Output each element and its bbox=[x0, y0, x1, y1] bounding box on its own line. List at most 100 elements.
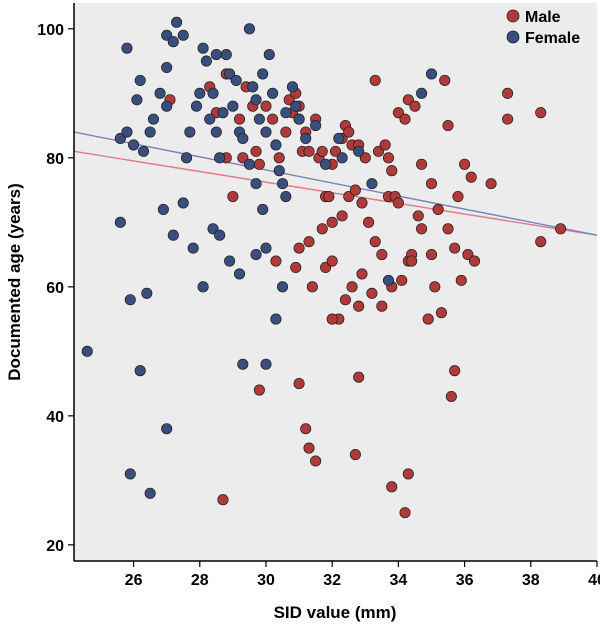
data-point-female bbox=[177, 197, 189, 209]
data-point-female bbox=[187, 242, 199, 254]
data-point-female bbox=[121, 126, 133, 138]
data-point-female bbox=[224, 68, 236, 80]
data-point-female bbox=[237, 358, 249, 370]
data-point-male bbox=[356, 197, 368, 209]
data-point-female bbox=[263, 49, 275, 61]
data-point-male bbox=[273, 152, 285, 164]
data-point-female bbox=[382, 274, 395, 286]
data-point-female bbox=[137, 145, 150, 157]
data-point-male bbox=[366, 287, 378, 299]
data-point-male bbox=[270, 255, 282, 267]
data-point-female bbox=[280, 107, 292, 119]
data-point-male bbox=[465, 171, 477, 183]
data-point-male bbox=[323, 190, 335, 203]
data-point-male bbox=[250, 145, 262, 157]
data-point-female bbox=[81, 345, 93, 357]
data-point-female bbox=[121, 42, 133, 54]
data-point-male bbox=[416, 158, 428, 170]
data-point-male bbox=[293, 378, 305, 390]
data-point-female bbox=[224, 255, 236, 267]
data-point-female bbox=[161, 29, 173, 41]
data-point-female bbox=[300, 132, 312, 145]
series-female bbox=[81, 16, 438, 499]
data-point-female bbox=[366, 178, 378, 190]
data-point-female bbox=[353, 145, 365, 157]
data-point-female bbox=[336, 152, 348, 164]
data-point-male bbox=[409, 100, 421, 112]
data-point-male bbox=[425, 249, 438, 261]
plot-area bbox=[74, 3, 597, 561]
data-point-female bbox=[161, 423, 173, 435]
data-point-female bbox=[270, 313, 282, 325]
data-point-female bbox=[257, 68, 269, 80]
legend-marker-male bbox=[506, 9, 520, 23]
data-point-female bbox=[310, 120, 322, 132]
data-point-male bbox=[326, 216, 338, 228]
data-point-female bbox=[320, 158, 332, 170]
data-point-female bbox=[194, 87, 206, 99]
data-point-male bbox=[399, 507, 411, 519]
data-point-female bbox=[250, 94, 262, 106]
data-point-male bbox=[326, 313, 338, 325]
data-point-male bbox=[353, 371, 365, 383]
data-point-male bbox=[422, 313, 434, 325]
data-point-male bbox=[227, 190, 239, 203]
data-point-male bbox=[359, 152, 371, 164]
data-point-male bbox=[468, 255, 481, 267]
data-point-female bbox=[260, 242, 272, 254]
y-tick-label: 40 bbox=[46, 409, 64, 426]
data-point-female bbox=[290, 100, 302, 112]
data-point-female bbox=[416, 87, 428, 99]
data-point-male bbox=[382, 152, 395, 164]
legend: Male Female bbox=[506, 9, 580, 47]
data-point-male bbox=[349, 184, 361, 196]
data-point-male bbox=[412, 210, 424, 222]
data-point-male bbox=[363, 216, 375, 228]
data-point-male bbox=[303, 236, 315, 248]
data-point-female bbox=[214, 229, 226, 241]
data-point-male bbox=[343, 190, 355, 203]
data-point-female bbox=[270, 139, 282, 151]
x-tick-label: 40 bbox=[588, 572, 600, 589]
x-tick-label: 28 bbox=[191, 572, 209, 589]
data-point-female bbox=[131, 94, 143, 106]
data-point-female bbox=[214, 152, 226, 164]
data-point-male bbox=[402, 94, 414, 106]
x-tick-label: 32 bbox=[323, 572, 341, 589]
data-point-male bbox=[392, 107, 404, 119]
data-point-male bbox=[402, 468, 414, 480]
data-point-male bbox=[326, 255, 338, 267]
data-point-female bbox=[207, 223, 219, 235]
y-tick-label: 80 bbox=[46, 151, 64, 168]
data-point-male bbox=[459, 158, 471, 170]
data-point-female bbox=[204, 113, 216, 125]
data-point-female bbox=[250, 178, 262, 190]
data-point-female bbox=[171, 16, 183, 28]
data-point-male bbox=[386, 165, 398, 177]
data-point-male bbox=[372, 145, 385, 157]
data-point-male bbox=[260, 100, 272, 112]
data-point-male bbox=[399, 113, 411, 125]
data-point-male bbox=[349, 449, 361, 461]
data-point-male bbox=[290, 261, 302, 274]
data-point-male bbox=[336, 210, 348, 222]
data-point-male bbox=[455, 274, 467, 286]
data-point-male bbox=[386, 481, 398, 493]
data-point-female bbox=[250, 249, 262, 261]
data-point-female bbox=[134, 74, 146, 86]
data-point-male bbox=[502, 87, 514, 99]
data-point-male bbox=[555, 223, 567, 235]
data-point-female bbox=[276, 281, 289, 293]
data-point-female bbox=[333, 132, 345, 145]
data-point-male bbox=[425, 178, 438, 190]
data-point-male bbox=[316, 145, 328, 157]
data-point-male bbox=[535, 107, 547, 119]
data-point-male bbox=[376, 300, 388, 312]
data-point-male bbox=[432, 203, 444, 215]
data-point-male bbox=[369, 74, 381, 86]
data-point-male bbox=[535, 236, 547, 248]
data-point-female bbox=[293, 113, 305, 125]
data-point-female bbox=[200, 55, 212, 67]
data-point-male bbox=[233, 113, 246, 125]
